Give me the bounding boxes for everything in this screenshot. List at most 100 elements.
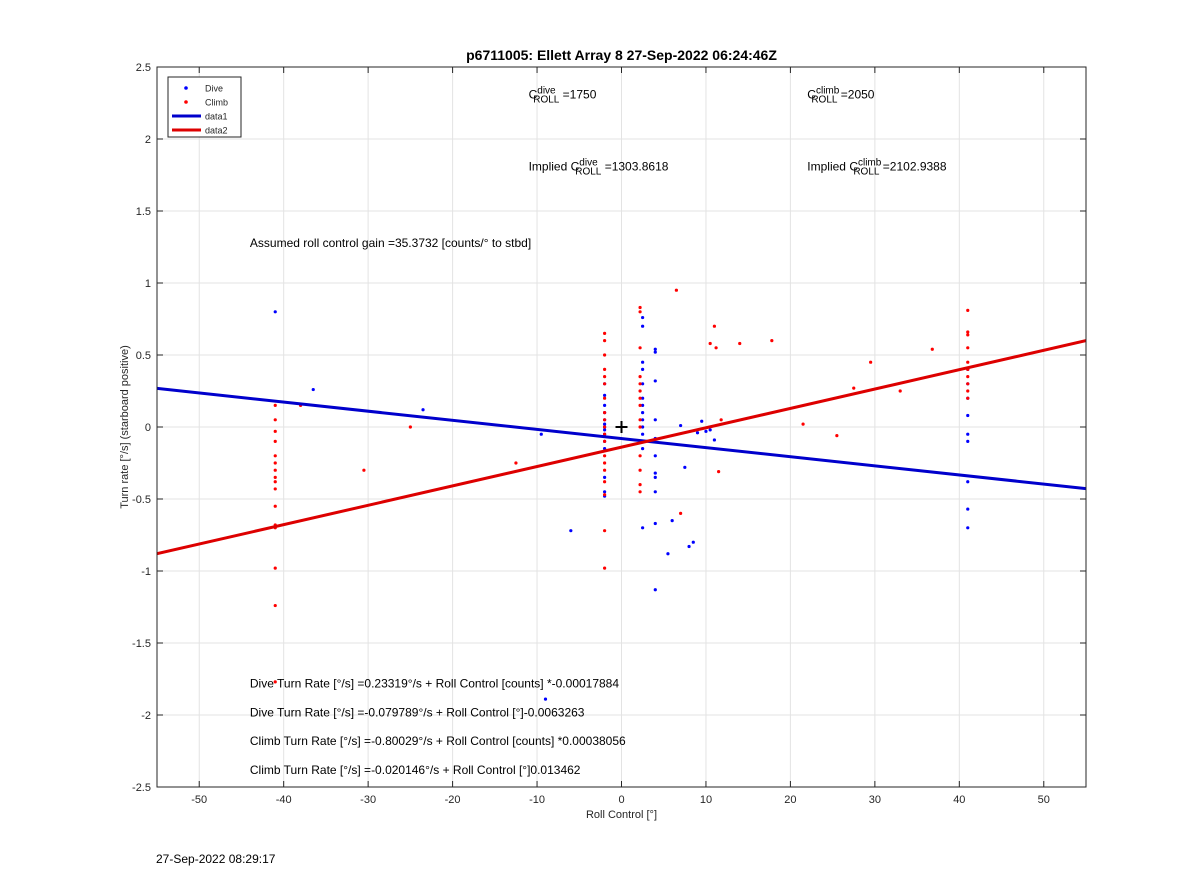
point-climb bbox=[603, 396, 607, 400]
y-tick-label: -0.5 bbox=[132, 494, 151, 506]
legend-label: data1 bbox=[205, 112, 228, 122]
point-climb bbox=[603, 367, 607, 371]
point-dive bbox=[966, 413, 970, 418]
point-climb bbox=[638, 382, 642, 386]
y-tick-label: 2.5 bbox=[136, 62, 151, 74]
legend-marker-dive bbox=[184, 86, 188, 90]
point-dive bbox=[653, 471, 657, 475]
point-dive bbox=[641, 526, 645, 530]
point-dive bbox=[653, 588, 657, 592]
fit-line-data2 bbox=[157, 339, 1086, 556]
annotation-c_dive: Cdive ROLL =1750 bbox=[529, 86, 597, 106]
point-dive bbox=[691, 540, 695, 544]
point-climb bbox=[801, 422, 805, 426]
point-climb bbox=[603, 480, 607, 484]
point-climb bbox=[638, 346, 642, 350]
point-climb bbox=[603, 375, 607, 379]
point-climb bbox=[638, 418, 642, 422]
point-dive bbox=[273, 310, 277, 314]
point-dive bbox=[704, 429, 708, 433]
annotation-implied_climb: Implied Cclimb ROLL =2102.9388 bbox=[807, 158, 947, 178]
point-dive bbox=[641, 447, 645, 451]
point-climb bbox=[638, 454, 642, 458]
point-dive bbox=[603, 393, 607, 397]
point-climb bbox=[514, 461, 518, 465]
point-dive bbox=[653, 379, 657, 383]
y-tick-label: -2 bbox=[141, 710, 151, 722]
point-climb bbox=[273, 403, 277, 407]
point-climb bbox=[869, 360, 873, 364]
point-climb bbox=[770, 339, 774, 343]
point-climb bbox=[273, 454, 277, 458]
point-climb bbox=[273, 461, 277, 465]
point-climb bbox=[638, 468, 642, 472]
x-tick-label: -50 bbox=[191, 794, 207, 806]
point-climb bbox=[603, 382, 607, 386]
point-dive bbox=[641, 425, 645, 429]
point-dive bbox=[641, 360, 645, 364]
point-dive bbox=[966, 507, 970, 511]
y-tick-label: -2.5 bbox=[132, 782, 151, 794]
legend-label: Climb bbox=[205, 98, 228, 108]
y-tick-label: 1 bbox=[145, 278, 151, 290]
x-tick-label: -20 bbox=[445, 794, 461, 806]
point-climb bbox=[273, 487, 277, 491]
point-climb bbox=[717, 470, 721, 474]
point-climb bbox=[273, 418, 277, 422]
point-climb bbox=[273, 468, 277, 472]
point-dive bbox=[603, 422, 607, 426]
point-climb bbox=[603, 529, 607, 533]
point-dive bbox=[641, 403, 645, 407]
point-climb bbox=[966, 382, 970, 386]
point-climb bbox=[966, 330, 970, 334]
legend bbox=[167, 76, 242, 138]
legend-label: Dive bbox=[205, 84, 223, 94]
y-tick-label: 2 bbox=[145, 134, 151, 146]
legend-label: data2 bbox=[205, 126, 228, 136]
point-dive bbox=[421, 408, 425, 412]
point-climb bbox=[603, 418, 607, 422]
point-dive bbox=[641, 411, 645, 415]
point-climb bbox=[603, 353, 607, 357]
point-climb bbox=[603, 468, 607, 472]
point-climb bbox=[719, 418, 723, 422]
x-tick-label: -40 bbox=[276, 794, 292, 806]
point-dive bbox=[666, 552, 670, 556]
y-tick-label: 0 bbox=[145, 422, 151, 434]
point-dive bbox=[653, 350, 657, 354]
point-climb bbox=[898, 389, 902, 393]
point-climb bbox=[966, 333, 970, 337]
point-dive bbox=[653, 418, 657, 422]
annotation-eq4: Climb Turn Rate [°/s] =-0.020146°/s + Ro… bbox=[250, 763, 581, 777]
x-axis-label: Roll Control [°] bbox=[586, 809, 657, 821]
point-climb bbox=[638, 396, 642, 400]
point-dive bbox=[641, 367, 645, 371]
y-tick-label: 0.5 bbox=[136, 350, 151, 362]
point-climb bbox=[708, 341, 712, 346]
point-dive bbox=[603, 403, 607, 407]
x-tick-label: 50 bbox=[1038, 794, 1050, 806]
point-dive bbox=[700, 419, 704, 423]
point-climb bbox=[638, 310, 642, 314]
point-climb bbox=[638, 403, 642, 407]
point-climb bbox=[273, 480, 277, 484]
point-climb bbox=[679, 511, 683, 515]
point-climb bbox=[638, 389, 642, 393]
point-dive bbox=[569, 529, 573, 533]
point-climb bbox=[603, 432, 607, 436]
x-tick-label: 20 bbox=[784, 794, 796, 806]
legend-marker-climb bbox=[184, 100, 188, 104]
point-climb bbox=[714, 346, 718, 350]
fit-line-data1 bbox=[157, 386, 1086, 491]
point-dive bbox=[966, 432, 970, 436]
point-dive bbox=[543, 697, 548, 701]
point-climb bbox=[273, 504, 277, 508]
point-climb bbox=[638, 483, 642, 487]
point-dive bbox=[687, 544, 691, 549]
point-dive bbox=[683, 465, 687, 469]
y-tick-label: -1 bbox=[141, 566, 151, 578]
point-climb bbox=[966, 308, 970, 312]
point-climb bbox=[273, 429, 277, 433]
point-climb bbox=[603, 425, 607, 429]
point-dive bbox=[966, 480, 970, 484]
